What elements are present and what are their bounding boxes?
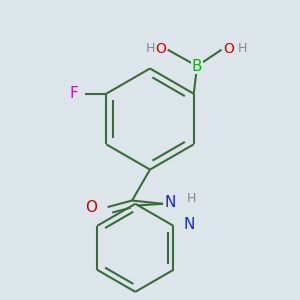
Text: O: O <box>223 42 234 56</box>
Text: O: O <box>85 200 97 214</box>
Text: H: H <box>238 42 247 55</box>
Text: B: B <box>192 58 202 74</box>
Text: F: F <box>70 86 79 101</box>
Text: N: N <box>183 217 195 232</box>
Text: O: O <box>155 42 166 56</box>
Text: N: N <box>165 195 176 210</box>
Text: H: H <box>145 42 154 55</box>
Text: H: H <box>187 192 196 206</box>
